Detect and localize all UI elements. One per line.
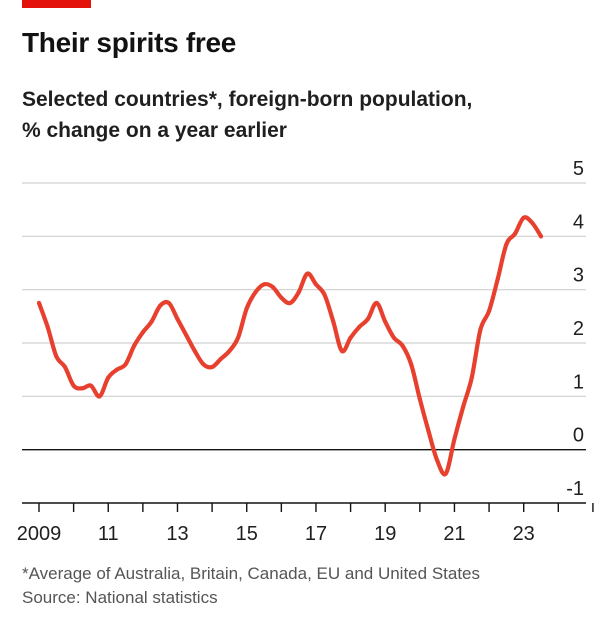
data-point	[296, 290, 301, 295]
chart-subtitle-line-1: Selected countries*, foreign-born popula…	[22, 88, 473, 111]
data-point	[365, 316, 370, 322]
data-point	[261, 282, 267, 287]
data-point	[279, 295, 284, 300]
x-tick-label: 21	[443, 523, 465, 545]
data-point	[36, 300, 42, 306]
data-point	[235, 335, 241, 340]
y-tick-label: 1	[573, 371, 584, 393]
data-point	[426, 428, 431, 434]
data-point	[62, 364, 68, 370]
data-point	[218, 356, 223, 362]
data-point	[331, 319, 336, 324]
data-point	[322, 292, 327, 298]
data-point	[80, 386, 85, 391]
data-point	[461, 404, 466, 410]
x-tick-label: 23	[513, 523, 535, 545]
x-tick-label: 11	[98, 523, 119, 545]
data-point	[530, 220, 535, 226]
data-point	[88, 383, 94, 388]
data-point	[106, 375, 111, 380]
data-point	[521, 215, 526, 220]
data-point	[486, 308, 492, 314]
data-point	[391, 335, 396, 340]
x-tick-label: 17	[305, 523, 327, 545]
data-point	[123, 362, 128, 367]
data-point	[383, 319, 388, 324]
brand-red-tab	[22, 0, 91, 8]
data-point	[71, 383, 76, 388]
x-tick-label: 15	[236, 523, 258, 545]
data-point	[357, 324, 362, 330]
series-line	[36, 215, 544, 477]
data-point	[184, 332, 189, 338]
data-point	[97, 394, 102, 399]
data-point	[374, 300, 379, 306]
series-layer	[36, 215, 544, 477]
data-point	[287, 300, 293, 306]
y-tick-label: 2	[573, 318, 584, 340]
chart-subtitle-line-2: % change on a year earlier	[22, 119, 287, 142]
data-point	[348, 335, 353, 340]
data-point	[54, 354, 59, 359]
footnote: *Average of Australia, Britain, Canada, …	[22, 564, 481, 583]
data-point	[305, 271, 310, 276]
data-point	[512, 231, 518, 236]
data-point	[45, 324, 50, 330]
data-point	[504, 242, 509, 247]
x-axis: 2009 11 13 15 17 19 21 23	[17, 502, 594, 545]
data-point	[244, 306, 249, 311]
chart-subtitle: Selected countries*, foreign-born popula…	[22, 84, 582, 146]
data-point	[417, 396, 422, 402]
footnote-block: *Average of Australia, Britain, Canada, …	[22, 562, 480, 610]
gridlines	[22, 182, 586, 451]
data-point	[400, 343, 405, 348]
data-point	[166, 300, 171, 306]
data-point	[270, 284, 275, 290]
x-tick-label: 19	[374, 523, 396, 545]
data-point	[435, 458, 440, 463]
y-tick-label: 4	[573, 211, 584, 233]
data-point	[538, 234, 544, 239]
data-point	[140, 330, 145, 335]
data-point	[469, 375, 474, 380]
y-axis-tick-labels: 5 4 3 2 1 0 -1	[566, 158, 584, 500]
data-point	[409, 362, 414, 367]
data-point	[210, 364, 215, 370]
data-point	[443, 471, 448, 476]
data-point	[253, 290, 258, 295]
chart-title: Their spirits free	[22, 27, 237, 58]
data-point	[158, 303, 163, 308]
y-tick-label: 3	[573, 265, 584, 287]
y-tick-label: 5	[573, 158, 584, 180]
data-point	[132, 343, 137, 348]
data-point	[227, 348, 232, 354]
data-point	[452, 436, 457, 442]
source-note: Source: National statistics	[22, 588, 218, 607]
data-point	[495, 276, 500, 282]
data-point	[201, 362, 206, 367]
data-point	[175, 316, 180, 322]
data-point	[149, 319, 154, 324]
y-tick-label: -1	[566, 478, 584, 500]
data-point	[114, 367, 119, 372]
x-tick-label: 13	[166, 523, 188, 545]
x-tick-label: 2009	[17, 523, 62, 545]
data-point	[478, 327, 483, 332]
data-point	[192, 348, 197, 354]
y-tick-label: 0	[573, 425, 584, 447]
data-point	[339, 348, 345, 354]
data-point	[313, 282, 319, 287]
